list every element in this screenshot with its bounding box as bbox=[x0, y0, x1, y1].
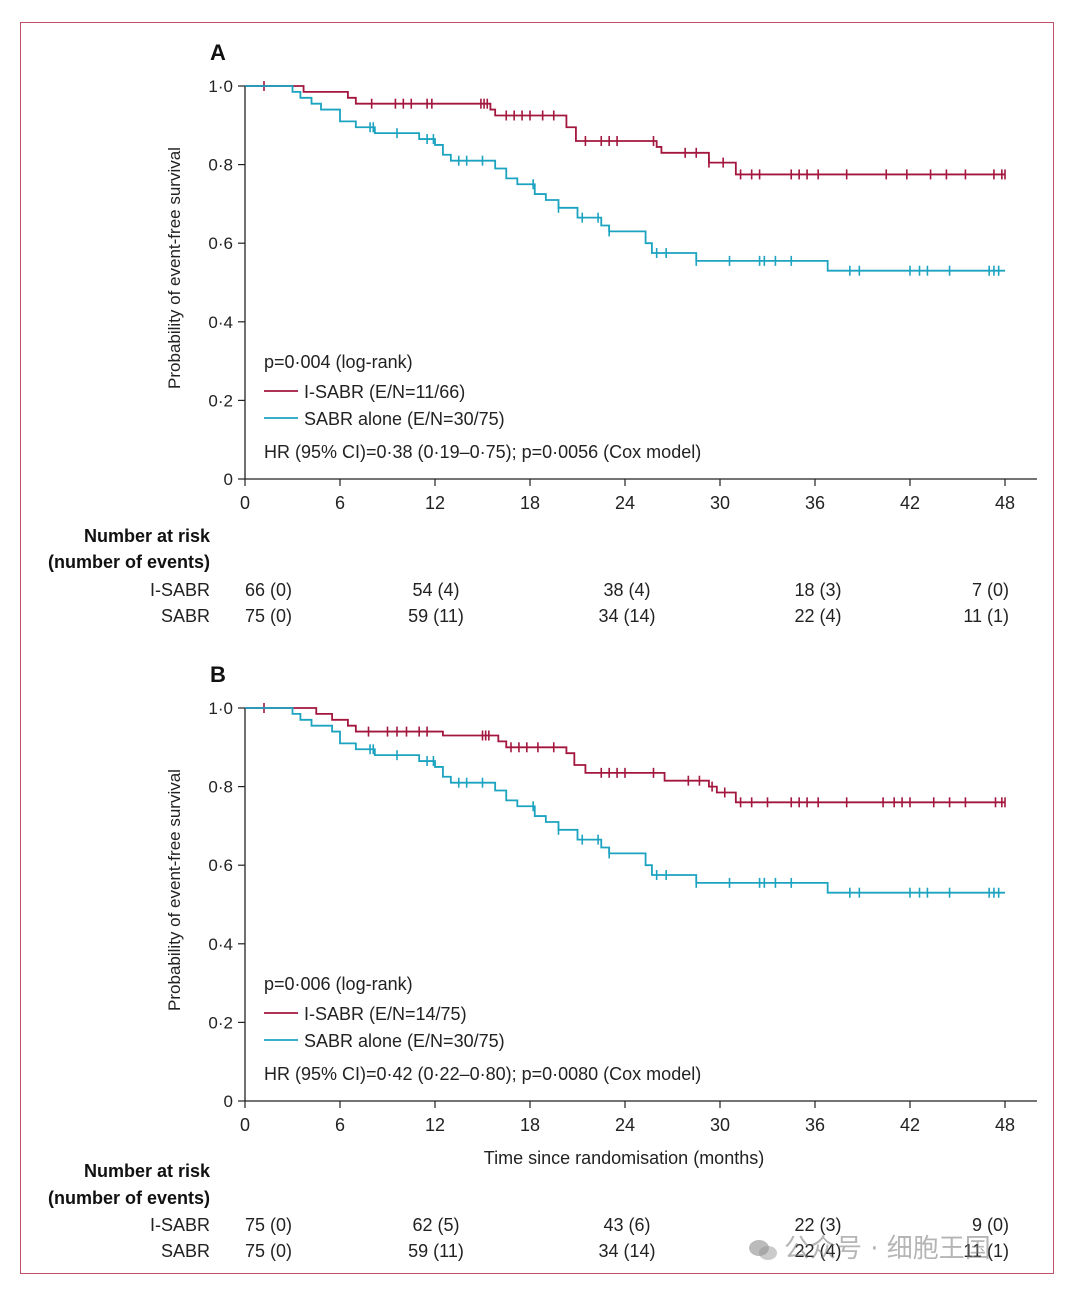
wechat-icon bbox=[749, 1239, 777, 1260]
risk-cell: 22 (3) bbox=[794, 1215, 841, 1235]
panel-label: B bbox=[210, 662, 226, 687]
risk-row-label: I-SABR bbox=[150, 580, 210, 600]
risk-title-2: (number of events) bbox=[48, 552, 210, 572]
series-isabr bbox=[245, 703, 1006, 808]
x-tick-label: 48 bbox=[995, 493, 1015, 513]
risk-cell: 43 (6) bbox=[603, 1215, 650, 1235]
y-tick-label: 1·0 bbox=[208, 77, 233, 96]
legend-label-sabr: SABR alone (E/N=30/75) bbox=[304, 409, 505, 429]
risk-cell: 75 (0) bbox=[245, 1215, 292, 1235]
x-axis-label: Time since randomisation (months) bbox=[484, 1148, 764, 1168]
risk-row-label: I-SABR bbox=[150, 1215, 210, 1235]
x-tick-label: 36 bbox=[805, 493, 825, 513]
risk-cell: 11 (1) bbox=[963, 1241, 1009, 1261]
risk-table: Number at risk (number of events) I-SABR… bbox=[48, 1161, 1009, 1261]
y-tick-label: 0·2 bbox=[208, 1013, 233, 1032]
legend-stat: p=0·006 (log-rank) bbox=[264, 974, 413, 994]
x-tick-label: 0 bbox=[240, 493, 250, 513]
x-tick-label: 42 bbox=[900, 1115, 920, 1135]
x-tick-label: 12 bbox=[425, 493, 445, 513]
legend-label-isabr: I-SABR (E/N=14/75) bbox=[304, 1004, 467, 1024]
risk-cell: 22 (4) bbox=[794, 606, 841, 626]
panel-a: A Probability of event-free survival p=0… bbox=[48, 40, 1037, 626]
risk-cell: 34 (14) bbox=[598, 1241, 655, 1261]
y-tick-label: 0 bbox=[224, 1092, 233, 1111]
y-tick-label: 0·2 bbox=[208, 391, 233, 410]
risk-title-1: Number at risk bbox=[84, 526, 211, 546]
x-tick-label: 36 bbox=[805, 1115, 825, 1135]
panel-b: B Probability of event-free survival p=0… bbox=[48, 662, 1037, 1261]
legend-stat: p=0·004 (log-rank) bbox=[264, 352, 413, 372]
risk-cell: 38 (4) bbox=[603, 580, 650, 600]
risk-cell: 34 (14) bbox=[598, 606, 655, 626]
risk-cell: 59 (11) bbox=[408, 606, 464, 626]
x-tick-label: 18 bbox=[520, 493, 540, 513]
x-tick-label: 6 bbox=[335, 493, 345, 513]
x-tick-label: 30 bbox=[710, 1115, 730, 1135]
risk-cell: 75 (0) bbox=[245, 1241, 292, 1261]
panel-label: A bbox=[210, 40, 226, 65]
x-tick-label: 24 bbox=[615, 493, 635, 513]
watermark: 公众号 · 细胞王国 bbox=[748, 1228, 991, 1265]
risk-row-label: SABR bbox=[161, 606, 210, 626]
figure-frame bbox=[20, 22, 1054, 1274]
x-tick-label: 30 bbox=[710, 493, 730, 513]
x-tick-label: 6 bbox=[335, 1115, 345, 1135]
x-tick-label: 24 bbox=[615, 1115, 635, 1135]
x-tick-label: 18 bbox=[520, 1115, 540, 1135]
survival-curve bbox=[245, 85, 1005, 176]
x-tick-label: 12 bbox=[425, 1115, 445, 1135]
survival-curve bbox=[245, 707, 1005, 804]
x-tick-label: 42 bbox=[900, 493, 920, 513]
risk-cell: 11 (1) bbox=[963, 606, 1009, 626]
risk-cell: 9 (0) bbox=[972, 1215, 1009, 1235]
risk-cell: 18 (3) bbox=[794, 580, 841, 600]
legend-label-isabr: I-SABR (E/N=11/66) bbox=[304, 382, 465, 402]
series-isabr bbox=[245, 81, 1006, 180]
legend-hr: HR (95% CI)=0·42 (0·22–0·80); p=0·0080 (… bbox=[264, 1064, 701, 1084]
risk-cell: 54 (4) bbox=[412, 580, 459, 600]
y-tick-label: 0 bbox=[224, 470, 233, 489]
risk-title-1: Number at risk bbox=[84, 1161, 211, 1181]
y-axis-label: Probability of event-free survival bbox=[165, 147, 184, 389]
y-tick-label: 0·8 bbox=[208, 156, 233, 175]
y-tick-label: 0·6 bbox=[208, 234, 233, 253]
series-sabr bbox=[245, 707, 1005, 898]
y-axis-label: Probability of event-free survival bbox=[165, 769, 184, 1011]
y-tick-label: 0·4 bbox=[208, 313, 233, 332]
risk-cell: 66 (0) bbox=[245, 580, 292, 600]
risk-title-2: (number of events) bbox=[48, 1188, 210, 1208]
risk-cell: 75 (0) bbox=[245, 606, 292, 626]
risk-cell: 7 (0) bbox=[972, 580, 1009, 600]
x-tick-label: 0 bbox=[240, 1115, 250, 1135]
survival-curve bbox=[245, 85, 1005, 272]
risk-row-label: SABR bbox=[161, 1241, 210, 1261]
watermark-text: 公众号 · 细胞王国 bbox=[784, 1234, 991, 1264]
survival-curve bbox=[245, 707, 1005, 894]
risk-table: Number at risk (number of events) I-SABR… bbox=[48, 526, 1009, 626]
risk-cell: 22 (4) bbox=[794, 1241, 841, 1261]
x-tick-label: 48 bbox=[995, 1115, 1015, 1135]
y-tick-label: 0·8 bbox=[208, 778, 233, 797]
legend-label-sabr: SABR alone (E/N=30/75) bbox=[304, 1031, 505, 1051]
legend-hr: HR (95% CI)=0·38 (0·19–0·75); p=0·0056 (… bbox=[264, 442, 701, 462]
risk-cell: 62 (5) bbox=[412, 1215, 459, 1235]
risk-cell: 59 (11) bbox=[408, 1241, 464, 1261]
y-tick-label: 1·0 bbox=[208, 699, 233, 718]
y-tick-label: 0·4 bbox=[208, 935, 233, 954]
series-sabr bbox=[245, 85, 1005, 276]
y-tick-label: 0·6 bbox=[208, 856, 233, 875]
